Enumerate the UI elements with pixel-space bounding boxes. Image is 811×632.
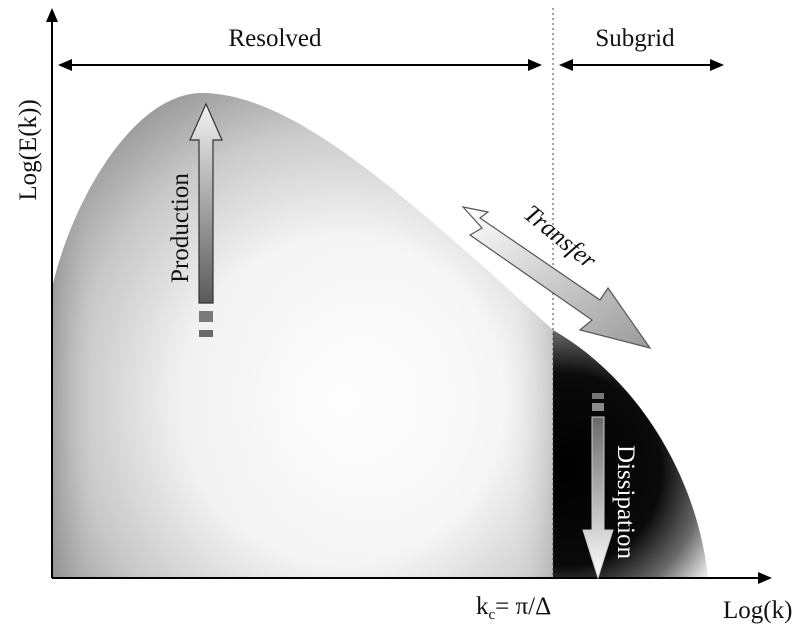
resolved-label: Resolved [228, 25, 322, 52]
y-axis-arrowhead [46, 8, 58, 22]
x-axis-arrowhead [758, 572, 772, 584]
svg-text:kc= π/Δ: kc= π/Δ [476, 593, 551, 623]
dissipation-label: Dissipation [612, 445, 639, 559]
dissipation-arrow [582, 393, 614, 580]
transfer-arrow [461, 206, 652, 349]
production-arrow [189, 102, 223, 337]
production-label: Production [167, 173, 194, 283]
cutoff-expression: = π/Δ [495, 593, 551, 620]
y-axis-label: Log(E(k)) [15, 99, 42, 200]
subgrid-label: Subgrid [595, 25, 675, 52]
resolved-region-shading [52, 92, 553, 578]
cutoff-wavenumber-label: kc= π/Δ [476, 593, 551, 623]
resolved-span-arrow [58, 59, 542, 71]
x-axis-label: Log(k) [723, 597, 792, 624]
cutoff-k: k [476, 593, 489, 620]
cutoff-subscript: c [489, 607, 496, 623]
subgrid-span-arrow [559, 59, 724, 71]
